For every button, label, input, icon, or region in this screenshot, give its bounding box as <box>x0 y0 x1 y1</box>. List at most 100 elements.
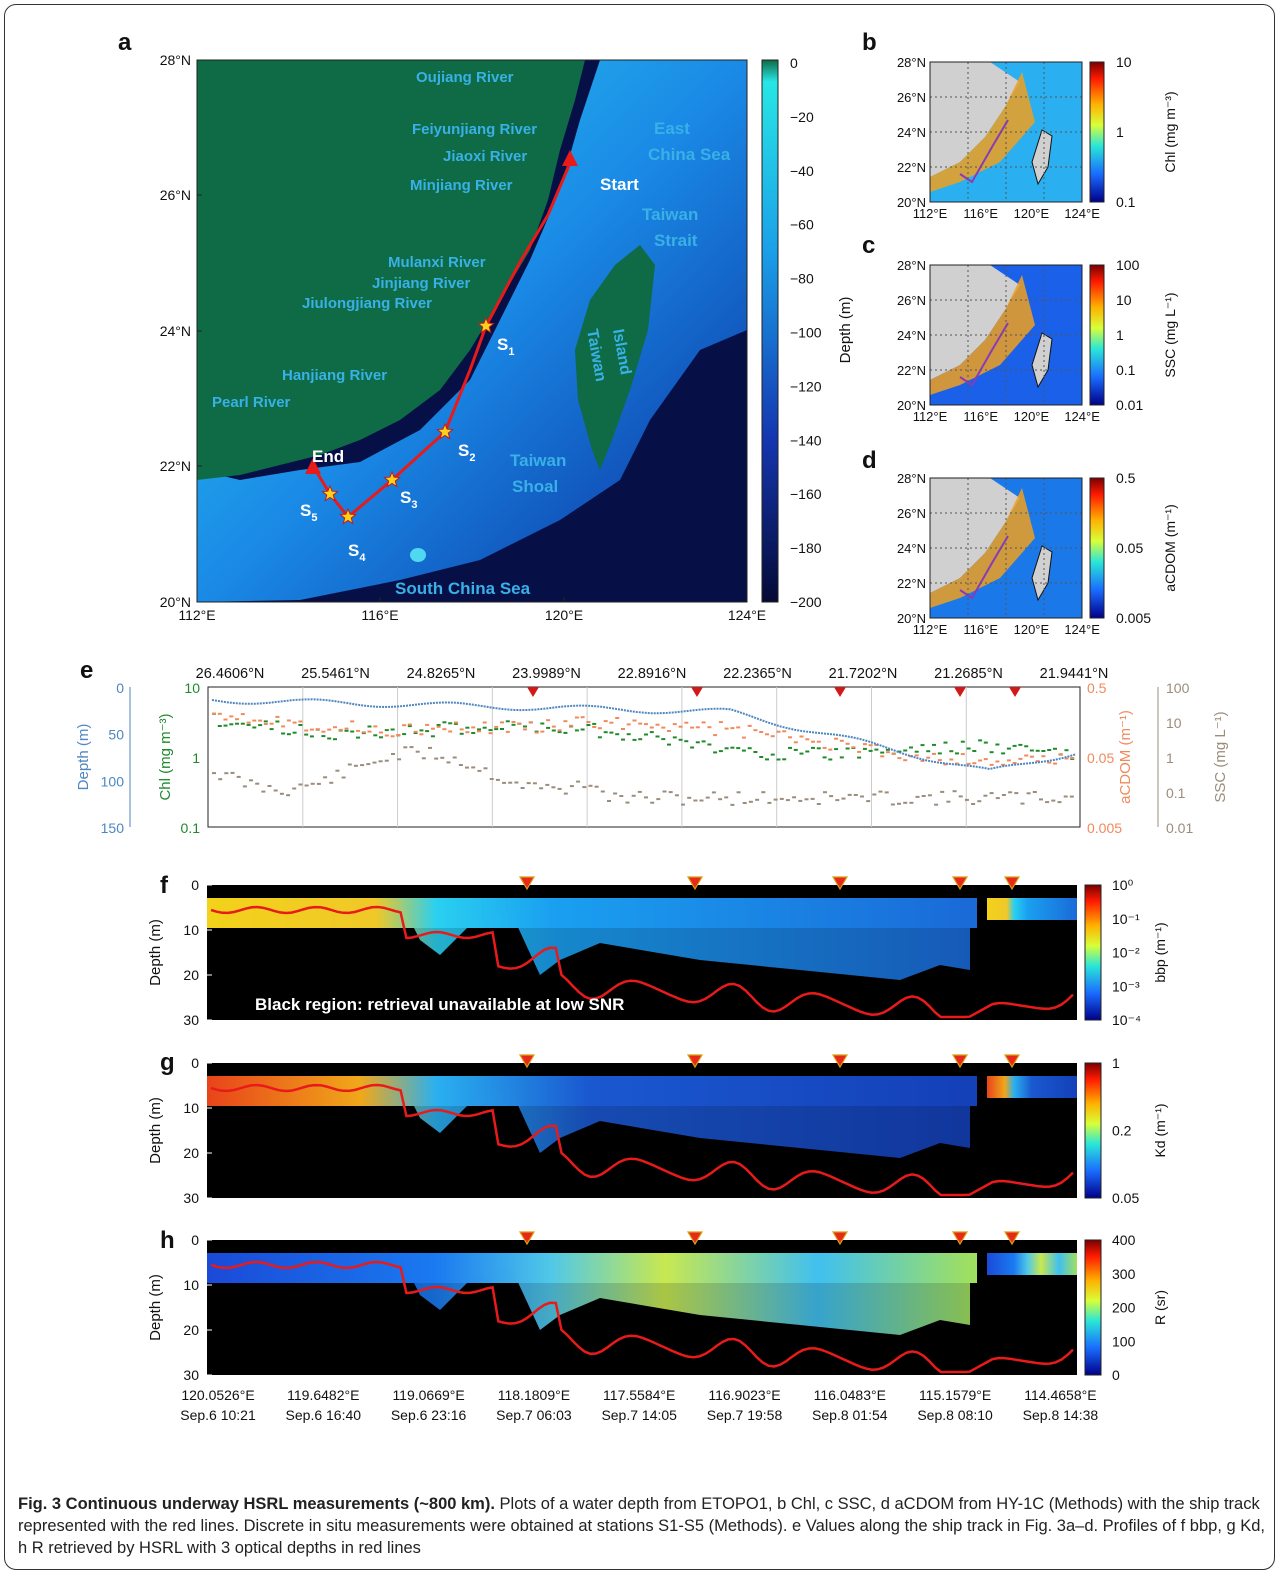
caption-title: Fig. 3 Continuous underway HSRL measurem… <box>18 1495 495 1513</box>
panel-e-acdom-point <box>1001 763 1006 766</box>
map-a-colorbar-tick-label: −160 <box>790 486 822 502</box>
panel-e-chl-point <box>926 750 931 753</box>
panel-e-ssc-point <box>532 782 537 785</box>
panel-e-acdom-point <box>246 721 251 724</box>
panel-e-ssc-point <box>983 794 988 797</box>
panel-e-acdom-point <box>684 721 689 724</box>
panel-e-acdom-point <box>286 719 291 722</box>
panel-e-ssc-point <box>656 798 661 801</box>
profile-data-region <box>207 898 970 980</box>
profile-colorbar-tick: 1 <box>1112 1055 1120 1071</box>
map-a-lat-label: 20°N <box>160 594 191 610</box>
panel-e-top-lat-label: 26.4606°N <box>196 666 265 682</box>
small-map-colorbar-tick: 100 <box>1116 257 1140 273</box>
map-a-station-star-3 <box>383 470 401 488</box>
panel-e-chl-point <box>540 722 545 725</box>
panel-e-acdom-point <box>649 726 654 729</box>
panel-e-top-lat-label: 22.2365°N <box>723 666 792 682</box>
profile-colorbar-tick: 10⁻⁴ <box>1112 1012 1141 1028</box>
panel-e-acdom-point <box>822 746 827 749</box>
panel-e-station-marker-2 <box>691 687 703 697</box>
panel-e-acdom-point <box>258 719 263 722</box>
panel-e-ssc-point <box>286 794 291 797</box>
panel-e-acdom-point <box>592 726 597 728</box>
bottom-time-label: Sep.6 10:21 <box>180 1407 256 1423</box>
panel-e-chl-point <box>1041 750 1046 752</box>
small-map-lon-label: 120°E <box>1014 622 1050 637</box>
panel-e-chl-point <box>1047 749 1052 751</box>
panel-e-ssc-point <box>890 803 895 806</box>
panel-e-chl-point <box>989 751 994 754</box>
panel-e-chl-point <box>367 725 372 728</box>
panel-e-acdom-point <box>724 727 729 730</box>
panel-e-ssc-point <box>1026 792 1031 795</box>
panel-e-acdom-point <box>793 741 798 744</box>
panel-e-acdom-point <box>638 722 643 725</box>
panel-e-acdom-point <box>505 730 510 733</box>
map-a-river-label-1: Oujiang River <box>416 69 514 86</box>
profile-g: 0 10 20 30 Depth (m) 1 0.2 0.05 Kd (m⁻¹) <box>147 1054 1168 1206</box>
panel-e-acdom-point <box>782 730 787 733</box>
panel-e-acdom-point <box>770 735 775 738</box>
panel-e-chl-point <box>776 758 781 761</box>
panel-e-chl-point <box>788 746 792 749</box>
small-map-lon-label: 116°E <box>963 622 998 637</box>
panel-e-acdom-point <box>776 730 781 733</box>
panel-e-ssc-point <box>489 778 494 780</box>
map-a-station-subscript-1: 1 <box>508 346 514 358</box>
panel-e-ssc-point <box>397 758 402 761</box>
panel-e-acdom-point <box>580 716 585 719</box>
profile-depth-tick-label: 10 <box>183 1277 199 1293</box>
panel-e-ssc-point <box>742 802 747 804</box>
panel-e-chl-point <box>684 740 689 743</box>
panel-e-acdom-point <box>730 727 735 730</box>
panel-e-chl-point <box>816 747 821 750</box>
panel-e-acdom-point <box>367 730 372 733</box>
panel-e-ssc-point <box>921 795 926 797</box>
panel-e-chl-point <box>661 738 666 741</box>
panel-e-chl-point <box>632 738 637 741</box>
panel-e-station-marker-1 <box>527 687 539 697</box>
panel-e-chl-point <box>477 728 481 731</box>
panel-e-chl-point <box>701 740 706 743</box>
panel-e-ssc-point <box>310 782 315 785</box>
panel-e-chl-point <box>379 736 383 739</box>
panel-e-depth-tick: 0 <box>116 680 124 696</box>
panel-e-chl-point <box>246 723 251 726</box>
panel-e-ssc-point <box>409 746 414 749</box>
panel-e-acdom-point <box>482 721 487 724</box>
map-a-river-label-5: Mulanxi River <box>388 254 486 271</box>
profile-colorbar-tick: 0.05 <box>1112 1190 1139 1206</box>
small-map-colorbar-tick: 10 <box>1116 54 1132 70</box>
panel-letter-f: f <box>160 872 169 899</box>
small-map-taiwan <box>1031 545 1053 602</box>
panel-e-acdom-point <box>966 762 971 765</box>
panel-e-acdom-point <box>753 729 758 732</box>
panel-e-acdom-point <box>413 730 418 733</box>
panel-e-chl-point <box>811 746 815 749</box>
panel-e-acdom-point <box>690 726 695 729</box>
map-a-start-marker <box>562 150 578 166</box>
small-map-coastal-high <box>930 275 1035 395</box>
panel-e-acdom-point <box>845 742 850 745</box>
panel-e-acdom-point <box>494 725 499 728</box>
panel-e-chl-point <box>281 732 286 735</box>
panel-e-ssc-point <box>761 791 766 794</box>
panel-e-chl-point <box>845 747 850 750</box>
panel-e-ssc-point <box>637 790 642 793</box>
profile-colorbar-tick: 0.2 <box>1112 1123 1132 1139</box>
panel-e-acdom-point <box>551 725 556 728</box>
panel-e-chl-point <box>298 724 303 726</box>
panel-e-acdom-point <box>569 724 574 727</box>
panel-e-ssc-point <box>316 782 321 785</box>
panel-e-ssc-point <box>841 797 846 800</box>
panel-e-ssc-point <box>977 800 982 803</box>
figure-frame <box>4 4 1275 1570</box>
map-a-river-label-4: Minjiang River <box>410 177 513 194</box>
small-map-lon-label: 124°E <box>1064 206 1100 221</box>
profile-depth-tick-label: 20 <box>183 1145 199 1161</box>
small-map-lon-label: 120°E <box>1014 206 1050 221</box>
panel-e-ssc-point <box>619 795 624 797</box>
panel-e-chl-point <box>419 729 424 732</box>
